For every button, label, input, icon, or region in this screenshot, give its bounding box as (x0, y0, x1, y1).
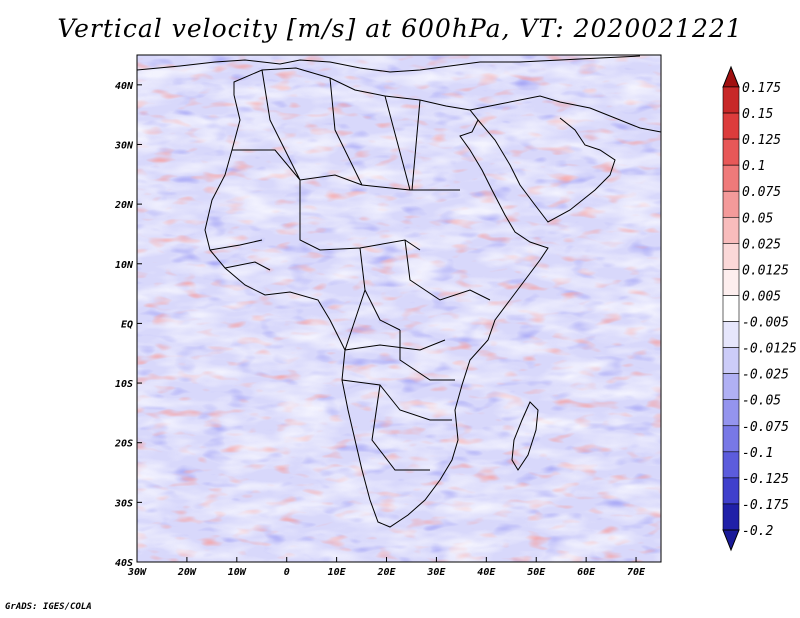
colorbar-label: 0.15 (742, 107, 773, 122)
colorbar-label: -0.125 (742, 472, 789, 487)
colorbar-label: 0.125 (742, 133, 781, 148)
lon-tick-label: 20W (177, 567, 197, 578)
longitude-axis: 30W 20W 10W 0 10E 20E 30E 40E 50E 60E 70E (127, 557, 646, 578)
colorbar-swatch (722, 138, 740, 166)
colorbar-swatch (722, 451, 740, 479)
colorbar-swatch (722, 321, 740, 348)
lat-tick-label: 20S (114, 439, 133, 450)
colorbar: 0.175 0.15 0.125 0.1 0.075 0.05 0.025 0.0125 0.0… (722, 65, 797, 552)
colorbar-label: -0.1 (742, 446, 773, 461)
lon-tick-label: 30E (426, 567, 446, 578)
colorbar-label: -0.2 (742, 524, 773, 539)
colorbar-swatch (722, 243, 740, 270)
colorbar-label: 0.175 (742, 81, 781, 96)
latitude-axis: 40N 30N 20N 10N EQ 10S 20S 30S 40S (114, 81, 142, 569)
vertical-velocity-field (137, 55, 661, 562)
credit-text: GrADS: IGES/COLA (5, 602, 92, 612)
africa-coastline (204, 67, 549, 528)
colorbar-swatch (722, 399, 740, 427)
lat-tick-label: 30N (114, 140, 134, 151)
lon-tick-label: 40E (477, 567, 496, 578)
colorbar-swatch (722, 477, 740, 505)
interior-borders (209, 69, 491, 471)
colorbar-label: 0.05 (742, 211, 773, 226)
colorbar-label: -0.175 (742, 498, 789, 513)
colorbar-swatch (722, 347, 740, 374)
colorbar-swatch (722, 190, 740, 218)
colorbar-label: -0.005 (742, 316, 789, 331)
lat-tick-label: 40S (115, 558, 133, 569)
colorbar-swatch (722, 86, 740, 114)
colorbar-swatch (722, 373, 740, 401)
colorbar-label: -0.075 (742, 420, 789, 435)
lon-tick-label: 70E (627, 567, 646, 578)
madagascar (511, 401, 539, 471)
lat-tick-label: EQ (121, 319, 133, 330)
colorbar-swatch (722, 295, 740, 322)
lat-tick-label: 10S (115, 379, 133, 390)
colorbar-swatch (722, 425, 740, 453)
colorbar-label: 0.025 (742, 237, 781, 252)
lon-tick-label: 20E (376, 567, 396, 578)
colorbar-label: 0.005 (742, 289, 781, 304)
lon-tick-label: 10E (328, 567, 347, 578)
colorbar-bottom-arrow (722, 529, 740, 552)
colorbar-label: 0.075 (742, 185, 781, 200)
colorbar-label: -0.05 (742, 394, 781, 409)
chart-title: Vertical velocity [m/s] at 600hPa, VT: 2… (57, 14, 743, 43)
colorbar-swatch (722, 112, 740, 140)
lon-tick-label: 50E (527, 567, 546, 578)
arabia-coastline (469, 95, 661, 223)
lat-tick-label: 30S (114, 498, 133, 509)
country-borders (137, 55, 661, 528)
lat-tick-label: 20N (114, 200, 134, 211)
map-frame (136, 54, 662, 563)
lon-tick-label: 0 (284, 567, 290, 578)
colorbar-top-arrow (722, 65, 740, 88)
lat-tick-label: 10N (115, 260, 134, 271)
colorbar-label: -0.0125 (742, 342, 797, 357)
colorbar-label: 0.1 (742, 159, 765, 174)
lat-tick-label: 40N (115, 81, 134, 92)
colorbar-label: -0.025 (742, 368, 789, 383)
colorbar-label: 0.0125 (742, 263, 789, 278)
europe-coastline (137, 55, 641, 73)
colorbar-swatch (722, 216, 740, 244)
lon-tick-label: 60E (577, 567, 596, 578)
lon-tick-label: 30W (127, 567, 147, 578)
colorbar-swatch (722, 503, 740, 531)
colorbar-swatch (722, 269, 740, 296)
lon-tick-label: 10W (228, 567, 247, 578)
colorbar-swatch (722, 164, 740, 192)
